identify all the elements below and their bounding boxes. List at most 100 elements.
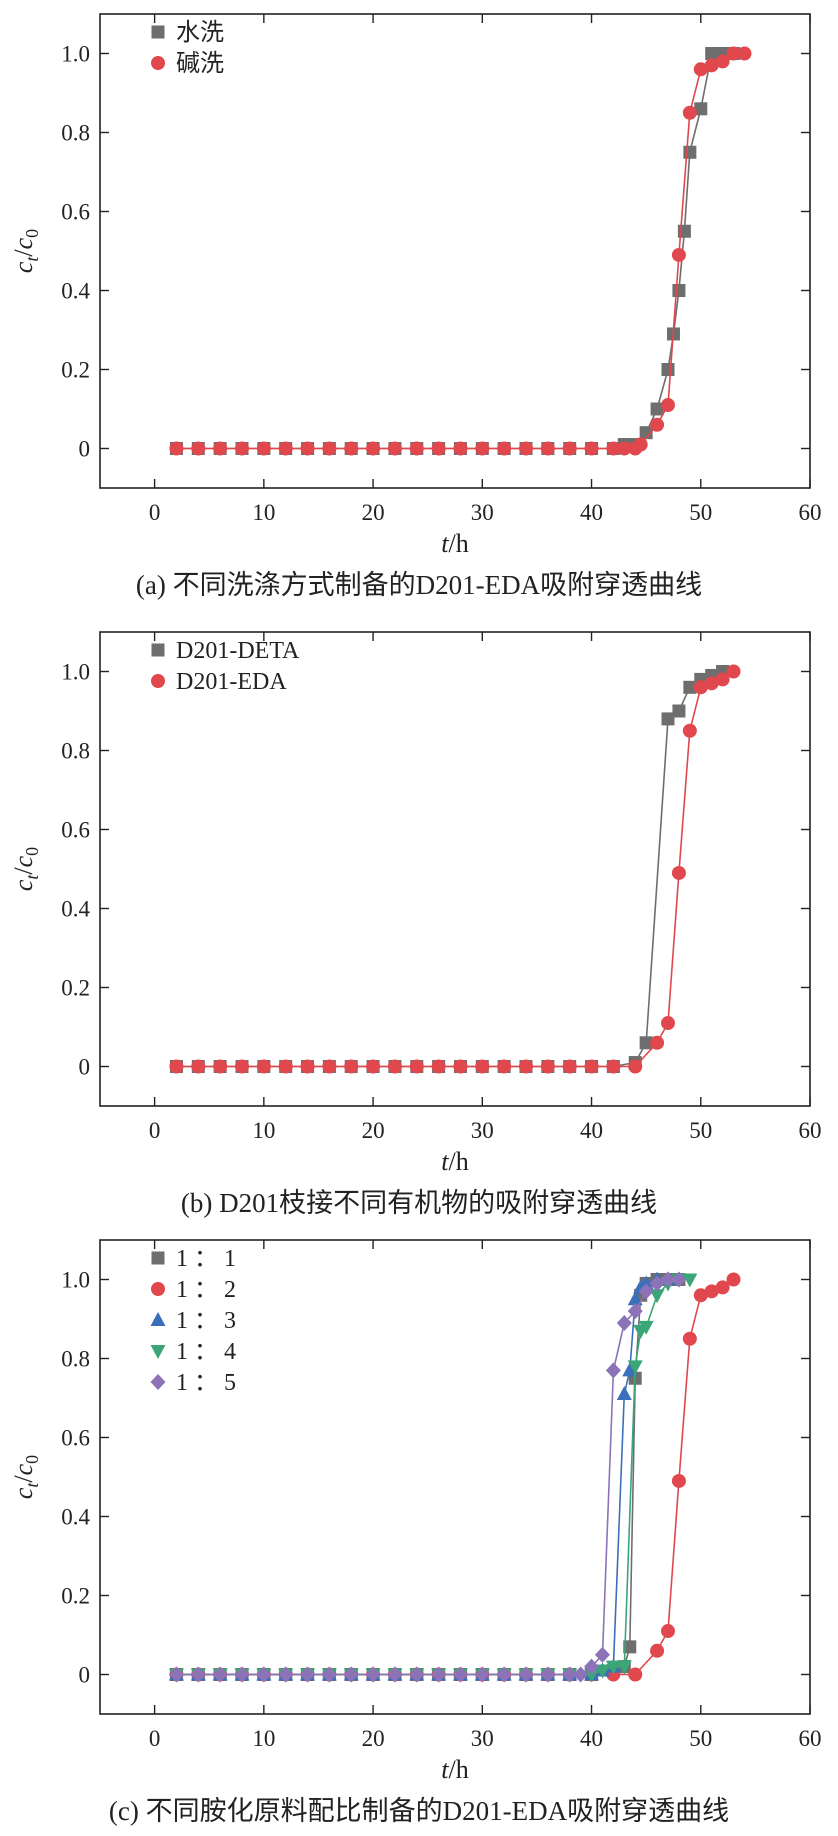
data-point [431, 1666, 447, 1683]
data-point [704, 676, 719, 691]
data-point [704, 58, 719, 73]
x-tick-label: 60 [799, 1726, 822, 1751]
y-tick-label: 0 [79, 1055, 91, 1080]
legend-label: 水洗 [176, 19, 224, 46]
y-tick-label: 0.2 [61, 1584, 90, 1609]
y-axis-title-part: 0 [22, 1455, 42, 1464]
x-tick-label: 60 [799, 1118, 822, 1143]
plot-frame [99, 13, 811, 489]
data-point [693, 62, 708, 77]
data-point [387, 1059, 402, 1074]
data-point [519, 441, 533, 456]
data-point [191, 441, 206, 456]
data-point [616, 1314, 632, 1331]
data-point [650, 402, 664, 416]
y-axis-title-part: t [22, 874, 42, 880]
y-axis-title-part: c [9, 261, 38, 273]
data-point [594, 1646, 610, 1663]
legend-label: 1 ： 3 [176, 1308, 236, 1334]
data-point [616, 1386, 632, 1401]
y-axis-title-part: t [22, 256, 42, 262]
series-2 [169, 46, 752, 456]
series-line [176, 670, 723, 1068]
data-point [628, 1667, 643, 1682]
y-axis-title-part: 0 [22, 229, 42, 238]
series-1 [169, 47, 741, 455]
y-tick-label: 0.6 [61, 200, 90, 225]
y-axis-title: ct/c0 [9, 229, 42, 273]
data-point [633, 437, 648, 452]
data-point [606, 1059, 621, 1074]
data-point [661, 398, 675, 413]
legend-label: 1 ： 2 [176, 1277, 236, 1303]
y-tick-label: 0.4 [61, 897, 90, 922]
legend-label: 碱洗 [176, 50, 224, 77]
data-point [190, 1666, 206, 1683]
data-point [671, 1473, 686, 1488]
data-point [452, 1666, 468, 1683]
x-axis-title: t/h [441, 529, 468, 558]
data-point [715, 672, 730, 687]
data-point [562, 1666, 578, 1683]
x-tick-label: 0 [149, 500, 161, 525]
y-axis-title-part: c [9, 1463, 38, 1475]
data-point [573, 1666, 589, 1683]
data-point [628, 1059, 643, 1074]
x-axis-title-unit: /h [449, 1147, 469, 1176]
plot-frame [99, 631, 811, 1107]
legend-marker [151, 56, 165, 70]
data-point [606, 441, 621, 456]
data-point [409, 441, 424, 456]
data-point [235, 441, 249, 456]
y-tick-label: 0.6 [61, 1426, 90, 1451]
data-point [682, 723, 697, 738]
data-point [605, 1660, 621, 1675]
series-1 [169, 665, 730, 1073]
series-line [176, 52, 734, 450]
x-axis-title-var: t [441, 1755, 449, 1784]
data-point [344, 441, 359, 456]
data-point [672, 284, 686, 297]
data-point [365, 1666, 381, 1683]
data-point [474, 1666, 490, 1683]
data-point [321, 1666, 337, 1683]
series-1 [169, 1273, 686, 1681]
data-point [475, 1059, 490, 1074]
y-tick-label: 1.0 [61, 660, 90, 685]
y-tick-label: 1.0 [61, 1268, 90, 1293]
data-point [213, 1059, 228, 1074]
data-point [453, 441, 468, 456]
data-point [169, 441, 184, 456]
data-point [518, 1666, 534, 1683]
data-point [322, 441, 337, 456]
data-point [344, 1059, 359, 1074]
data-point [584, 1658, 600, 1675]
data-point [540, 441, 555, 456]
x-axis-title: t/h [441, 1755, 468, 1784]
data-point [387, 441, 402, 456]
y-axis-title-part: c [9, 1487, 38, 1499]
x-axis-title: t/h [441, 1147, 468, 1176]
data-point [649, 1289, 665, 1304]
y-axis-title-part: c [9, 855, 38, 867]
data-point [661, 1016, 675, 1031]
legend-marker [150, 1345, 166, 1359]
legend-marker [151, 643, 165, 657]
data-point [300, 441, 315, 456]
x-tick-label: 30 [471, 1726, 494, 1751]
data-point [387, 1666, 403, 1683]
data-point [638, 1320, 654, 1335]
data-point [627, 1291, 643, 1306]
y-tick-label: 0.8 [61, 739, 90, 764]
data-point [278, 1059, 293, 1074]
data-point [726, 46, 741, 61]
x-tick-label: 50 [689, 500, 712, 525]
data-point [409, 1666, 425, 1683]
data-point [584, 441, 599, 456]
data-point [693, 1288, 708, 1303]
data-point [737, 46, 752, 61]
legend-label: 1 ： 4 [176, 1339, 236, 1365]
data-point [300, 1666, 316, 1683]
data-point [617, 441, 632, 456]
